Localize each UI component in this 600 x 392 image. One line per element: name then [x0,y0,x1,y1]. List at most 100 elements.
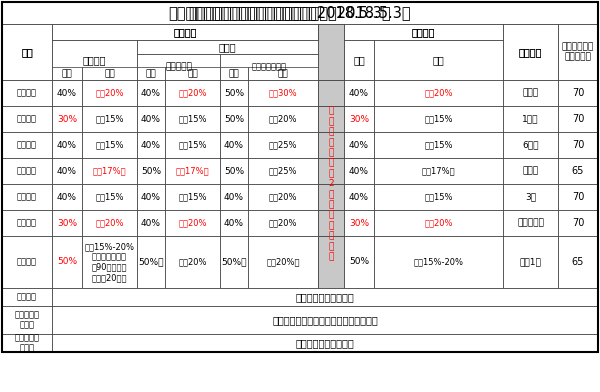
Bar [165,184,220,210]
Bar [82,158,137,184]
Bar [318,236,344,288]
Text: 30%: 30% [57,218,77,227]
Text: 65: 65 [572,257,584,267]
Text: 30%: 30% [349,218,369,227]
Text: 1个月: 1个月 [522,114,539,123]
Text: 40%: 40% [224,218,244,227]
Bar [220,106,248,132]
Text: 6个月: 6个月 [522,140,539,149]
Bar [503,24,558,80]
Text: 50%起: 50%起 [138,258,164,267]
Text: 银行: 银行 [21,47,33,57]
Bar [558,158,598,184]
Bar [558,24,598,80]
Text: 40%: 40% [141,89,161,98]
Bar [52,184,82,210]
Bar [165,158,220,184]
Text: 个人贷款需要准入中介: 个人贷款需要准入中介 [296,338,355,348]
Text: 40%: 40% [141,218,161,227]
Bar [344,106,374,132]
Text: 50%: 50% [57,258,77,267]
Text: 40%: 40% [57,192,77,201]
Bar [165,67,220,80]
Text: 华夏银行: 华夏银行 [17,258,37,267]
Bar [137,132,165,158]
Text: 70: 70 [572,88,584,98]
Bar [503,24,558,80]
Bar [2,236,52,288]
Bar [318,24,344,80]
Bar [2,2,598,352]
Bar [2,2,598,24]
Text: 首付: 首付 [353,55,365,65]
Bar [248,80,318,106]
Text: 40%: 40% [224,140,244,149]
Bar [137,236,165,288]
Bar [165,210,220,236]
Bar [165,236,220,288]
Bar [52,306,598,334]
Bar [2,2,558,24]
Bar [558,236,598,288]
Bar [248,236,318,288]
Text: 利率: 利率 [278,69,289,78]
Bar [248,210,318,236]
Bar [248,67,318,80]
Bar [318,24,344,80]
Bar [2,24,52,80]
Text: 首付: 首付 [62,69,73,78]
Bar [318,210,344,236]
Text: 银行: 银行 [21,47,33,57]
Bar [344,158,374,184]
Bar [2,210,52,236]
Bar [374,184,503,210]
Bar [137,184,165,210]
Bar [52,40,137,80]
Text: 上浮15%: 上浮15% [424,114,453,123]
Bar [137,40,318,54]
Text: 外地户籍: 外地户籍 [412,27,435,37]
Text: 建设银行: 建设银行 [17,167,37,176]
Text: 上浮15%: 上浮15% [178,192,207,201]
Bar [220,132,248,158]
Bar [503,132,558,158]
Text: 本地户籍: 本地户籍 [173,27,197,37]
Text: 30%: 30% [349,114,369,123]
Bar [374,158,503,184]
Bar [503,106,558,132]
Bar [52,24,318,40]
Bar [558,24,598,80]
Bar [82,106,137,132]
Text: 二套房: 二套房 [218,42,236,52]
Bar [165,80,220,106]
Bar [374,132,503,158]
Bar [374,210,503,236]
Text: 本地户籍: 本地户籍 [173,27,197,37]
Bar [220,236,248,288]
Text: 40%: 40% [57,140,77,149]
Text: 无锡部分银行二手房贷款利率一览表（2018.5.3）: 无锡部分银行二手房贷款利率一览表（2018.5.3） [169,5,391,20]
Text: 中国银行: 中国银行 [17,89,37,98]
Bar [82,80,137,106]
Bar [344,184,374,210]
Text: 30%: 30% [57,114,77,123]
Text: 不确定: 不确定 [523,89,539,98]
Text: 50%: 50% [224,167,244,176]
Text: 利率: 利率 [104,69,115,78]
Text: 上浮20%: 上浮20% [95,89,124,98]
Bar [137,158,165,184]
Text: 上浮15%: 上浮15% [424,192,453,201]
Text: 40%: 40% [141,140,161,149]
Text: 上浮15%: 上浮15% [424,140,453,149]
Bar [2,184,52,210]
Bar [165,106,220,132]
Bar [52,132,82,158]
Bar [344,236,374,288]
Text: 上浮30%: 上浮30% [269,89,298,98]
Bar [137,54,220,80]
Bar [2,24,52,80]
Bar [558,80,598,106]
Text: 40%: 40% [349,89,369,98]
Bar [2,306,52,334]
Text: 放贷时间: 放贷时间 [519,47,542,57]
